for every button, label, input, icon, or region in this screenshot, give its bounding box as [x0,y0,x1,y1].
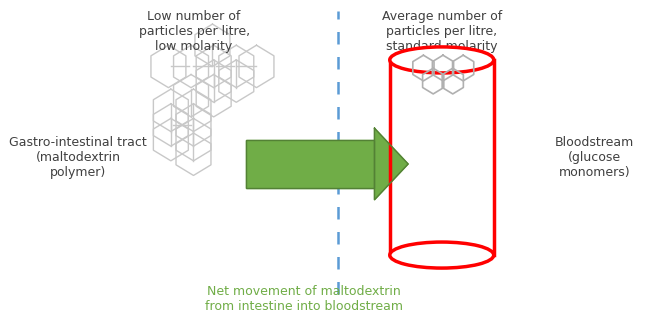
Text: Average number of
particles per litre,
standard molarity: Average number of particles per litre, s… [382,10,502,52]
Bar [246,140,375,188]
Text: Net movement of maltodextrin
from intestine into bloodstream: Net movement of maltodextrin from intest… [205,285,403,313]
Ellipse shape [390,242,494,268]
Text: Bloodstream
(glucose
monomers): Bloodstream (glucose monomers) [555,136,634,179]
Text: Low number of
particles per litre,
low molarity: Low number of particles per litre, low m… [139,10,249,52]
Text: Gastro-intestinal tract
(maltodextrin
polymer): Gastro-intestinal tract (maltodextrin po… [9,136,147,179]
Ellipse shape [390,47,494,73]
Polygon shape [375,128,408,200]
Bar [246,140,375,188]
